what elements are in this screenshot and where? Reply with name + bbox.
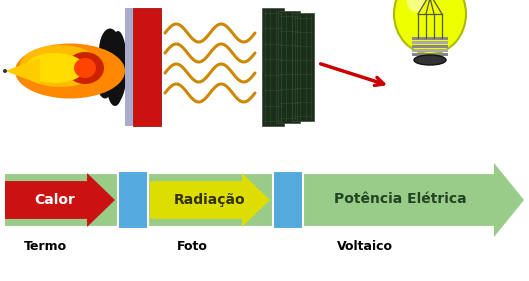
Text: Radiação: Radiação	[174, 193, 246, 207]
Text: Foto: Foto	[177, 239, 207, 253]
Ellipse shape	[109, 31, 127, 101]
Ellipse shape	[95, 44, 115, 99]
Bar	[133, 8, 161, 126]
Bar	[292, 13, 314, 121]
Bar	[118, 171, 148, 229]
Ellipse shape	[15, 44, 125, 99]
Bar	[412, 45, 448, 48]
Bar	[412, 49, 448, 52]
Ellipse shape	[74, 58, 96, 78]
Text: Termo: Termo	[23, 239, 67, 253]
Polygon shape	[5, 58, 40, 84]
Ellipse shape	[99, 28, 121, 74]
Polygon shape	[5, 163, 524, 237]
Ellipse shape	[66, 52, 104, 84]
Bar	[412, 53, 448, 56]
Bar	[412, 37, 448, 40]
Bar	[412, 41, 448, 44]
Ellipse shape	[414, 55, 446, 65]
Polygon shape	[150, 173, 270, 227]
Text: Calor: Calor	[34, 193, 76, 207]
Bar	[278, 11, 300, 123]
Ellipse shape	[107, 66, 123, 106]
Ellipse shape	[3, 69, 7, 73]
Ellipse shape	[25, 53, 85, 83]
Text: Voltaico: Voltaico	[337, 239, 393, 253]
Bar	[125, 8, 133, 126]
Bar	[262, 8, 284, 126]
Polygon shape	[5, 173, 115, 227]
Ellipse shape	[20, 45, 100, 87]
Ellipse shape	[394, 0, 466, 54]
Ellipse shape	[407, 0, 425, 12]
Bar	[273, 171, 303, 229]
Text: Potência Elétrica: Potência Elétrica	[334, 192, 466, 206]
